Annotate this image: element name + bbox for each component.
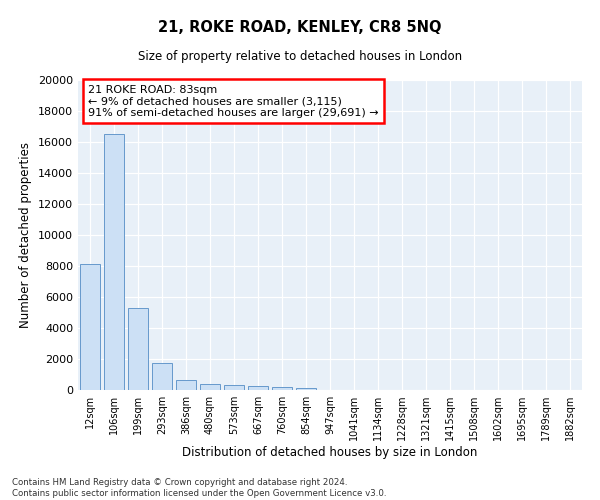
Text: Size of property relative to detached houses in London: Size of property relative to detached ho… [138,50,462,63]
X-axis label: Distribution of detached houses by size in London: Distribution of detached houses by size … [182,446,478,459]
Text: Contains HM Land Registry data © Crown copyright and database right 2024.
Contai: Contains HM Land Registry data © Crown c… [12,478,386,498]
Bar [200,384,220,390]
Text: 21, ROKE ROAD, KENLEY, CR8 5NQ: 21, ROKE ROAD, KENLEY, CR8 5NQ [158,20,442,35]
Bar [224,386,244,390]
Text: 21 ROKE ROAD: 83sqm
← 9% of detached houses are smaller (3,115)
91% of semi-deta: 21 ROKE ROAD: 83sqm ← 9% of detached hou… [88,84,379,118]
Bar [80,264,100,390]
Y-axis label: Number of detached properties: Number of detached properties [19,142,32,328]
Bar [104,134,124,390]
Bar [248,386,268,390]
Bar [152,363,172,390]
Bar [272,387,292,390]
Bar [176,380,196,390]
Bar [128,308,148,390]
Bar [296,388,316,390]
